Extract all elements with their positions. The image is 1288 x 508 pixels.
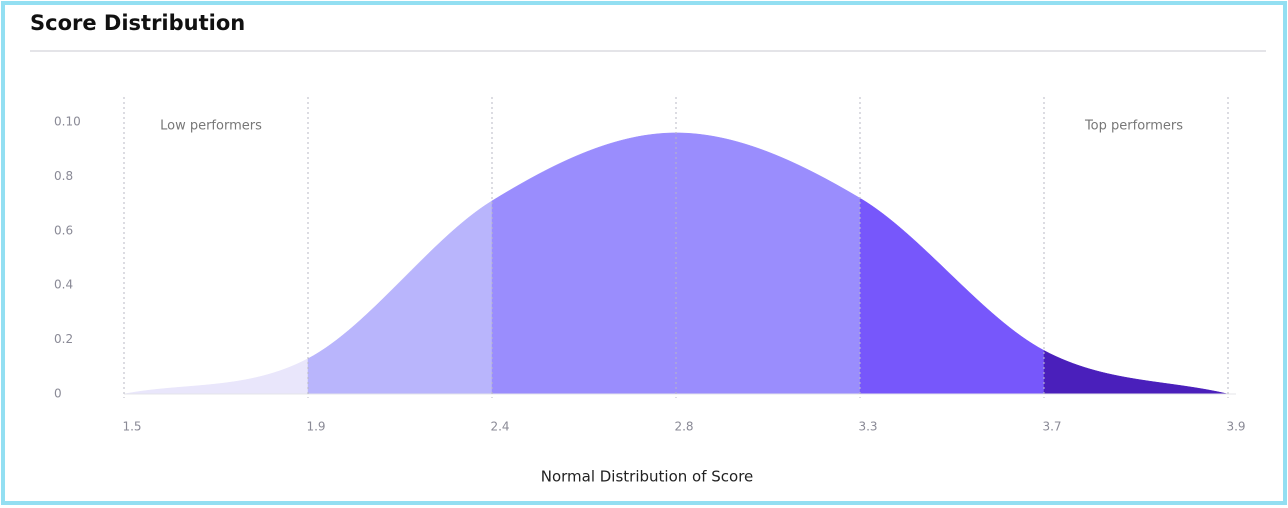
distribution-segment	[491, 132, 677, 395]
x-tick-label: 1.5	[122, 420, 141, 434]
annotation: Top performers	[1084, 119, 1183, 134]
x-axis-label: Normal Distribution of Score	[541, 468, 754, 486]
y-tick-label: 0	[54, 387, 62, 401]
y-tick-label: 0.2	[54, 332, 73, 346]
annotation: Low performers	[160, 119, 262, 134]
y-tick-label: 0.8	[54, 169, 73, 183]
x-tick-label: 3.3	[858, 420, 877, 434]
chart-title: Score Distribution	[30, 11, 245, 35]
y-tick-label: 0.6	[54, 223, 73, 237]
x-tick-label: 3.9	[1226, 420, 1245, 434]
distribution-segment	[675, 132, 861, 395]
x-tick-label: 3.7	[1042, 420, 1061, 434]
y-tick-label: 0.10	[54, 115, 81, 129]
y-tick-label: 0.4	[54, 278, 73, 292]
x-tick-label: 2.4	[490, 420, 509, 434]
distribution-segment	[1043, 350, 1229, 395]
x-tick-label: 2.8	[674, 420, 693, 434]
distribution-segment	[307, 200, 493, 395]
distribution-segment	[859, 197, 1045, 395]
x-tick-label: 1.9	[306, 420, 325, 434]
